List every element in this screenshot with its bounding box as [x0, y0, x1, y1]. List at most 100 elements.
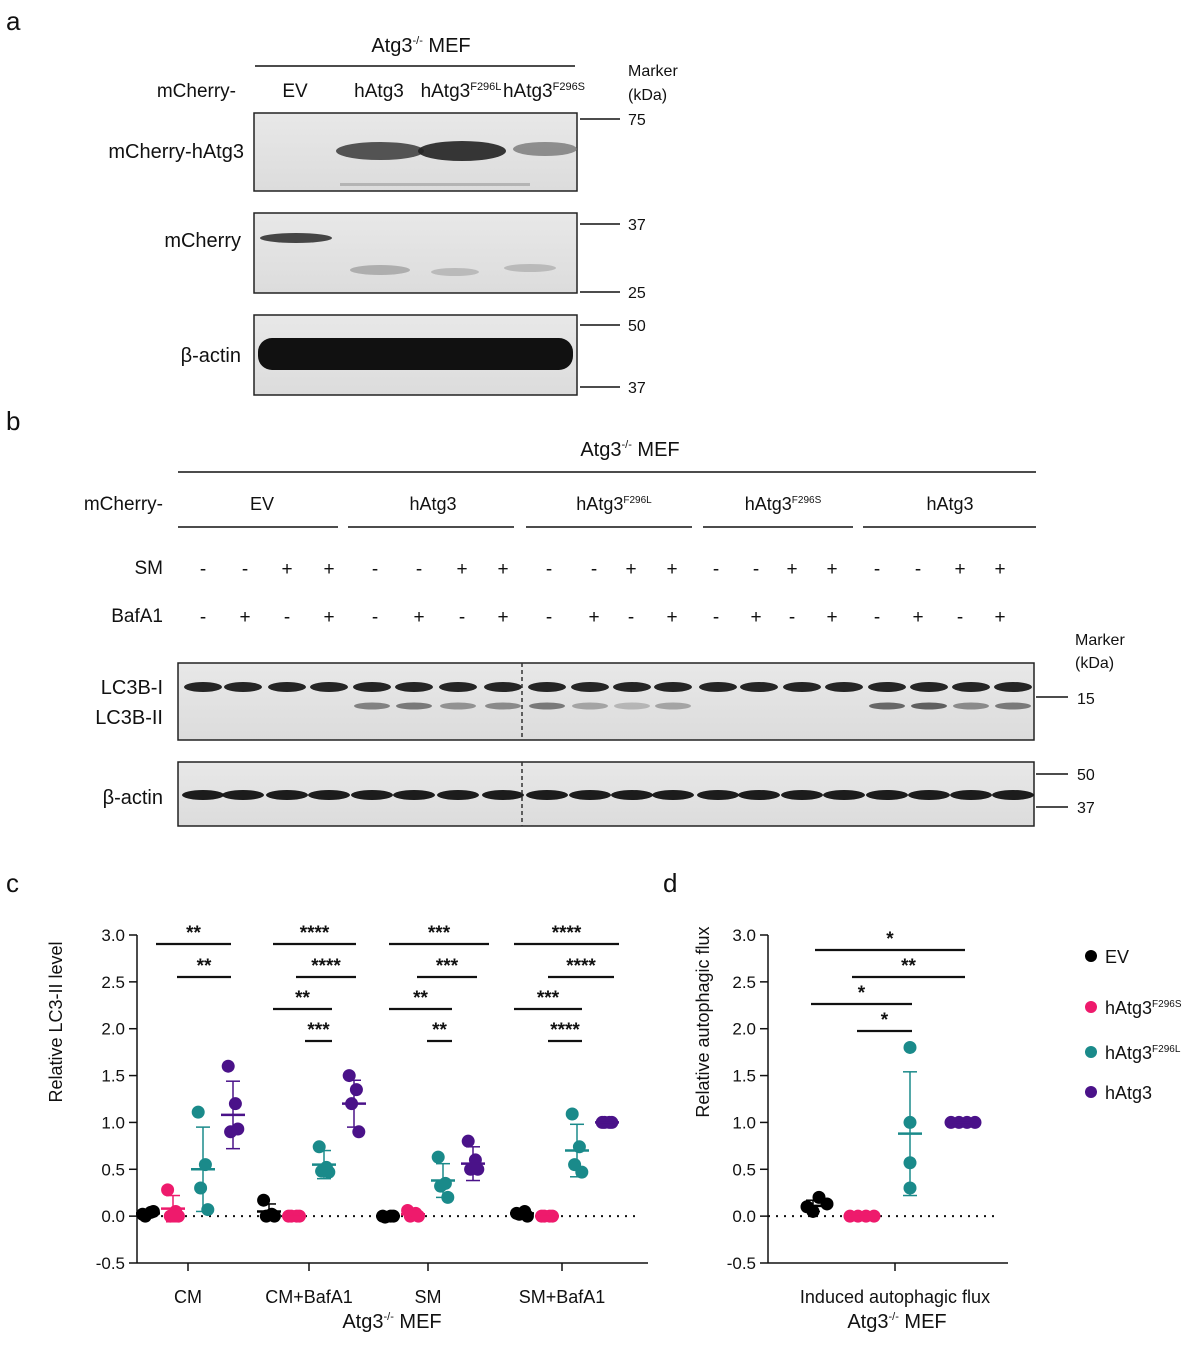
- bafa1-sign: +: [826, 607, 837, 628]
- significance-label: ****: [311, 956, 341, 977]
- legend-label: hAtg3: [1105, 1083, 1152, 1103]
- data-point: [201, 1203, 215, 1217]
- band: [504, 264, 556, 272]
- band: [911, 702, 947, 710]
- band: [336, 142, 424, 160]
- band: [354, 702, 390, 710]
- band: [950, 790, 992, 800]
- sm-sign: -: [874, 559, 880, 580]
- panel-a-western-blot: Atg3-/- MEF mCherry- EV hAtg3 hAtg3F296L hA…: [108, 35, 678, 397]
- y-tick-label: 2.5: [101, 973, 125, 992]
- data-point: [411, 1209, 425, 1223]
- lane-label: hAtg3F296S: [503, 81, 585, 102]
- blot-label-beta-actin: β-actin: [181, 345, 241, 367]
- band: [571, 682, 609, 692]
- data-point: [434, 1179, 448, 1193]
- data-point: [471, 1162, 485, 1176]
- bafa1-sign: -: [200, 607, 206, 628]
- bafa1-sign: +: [323, 607, 334, 628]
- significance-label: ****: [300, 923, 330, 944]
- significance-label: ****: [550, 1020, 580, 1041]
- significance-label: ***: [428, 923, 451, 944]
- panel-d-data: [800, 1040, 982, 1223]
- y-tick-label: 0.5: [101, 1160, 125, 1179]
- band: [258, 338, 573, 370]
- significance-label: **: [295, 988, 310, 1009]
- panel-d-axes: 3.0 2.5 2.0 1.5 1.0 0.5 0.0 -0.5 Induced autopha…: [727, 926, 1008, 1307]
- y-tick-label: 2.0: [101, 1020, 125, 1039]
- sm-sign: -: [200, 559, 206, 580]
- panel-a-cell-line: Atg3-/- MEF: [371, 35, 470, 57]
- group-label: EV: [250, 494, 274, 514]
- data-point: [575, 1165, 589, 1179]
- panel-c-xlabel: Atg3-/- MEF: [342, 1311, 441, 1333]
- band: [439, 682, 477, 692]
- band: [308, 790, 350, 800]
- band: [697, 790, 739, 800]
- sm-sign: +: [281, 559, 292, 580]
- significance-label: ***: [307, 1020, 330, 1041]
- band: [613, 682, 651, 692]
- panel-a-prefix: mCherry-: [157, 81, 236, 102]
- data-point: [171, 1209, 185, 1223]
- significance-label: *: [858, 983, 866, 1004]
- data-point: [461, 1134, 475, 1148]
- significance-label: **: [413, 988, 428, 1009]
- panel-b-sm-label: SM: [135, 558, 164, 579]
- band: [482, 790, 524, 800]
- band: [740, 682, 778, 692]
- bafa1-sign: +: [239, 607, 250, 628]
- panel-b-treatment-signs: - - - + + - + + - - - + + - + + - - - + + - + + - - - + + - + + - - - + + - + +: [200, 559, 1006, 628]
- sm-sign: +: [666, 559, 677, 580]
- marker-75: 75: [628, 112, 646, 129]
- panel-b-bafa1-label: BafA1: [111, 606, 163, 627]
- bafa1-sign: -: [874, 607, 880, 628]
- band: [908, 790, 950, 800]
- data-point: [820, 1197, 834, 1211]
- band: [393, 790, 435, 800]
- panel-b-group-labels: EV hAtg3 hAtg3F296L hAtg3F296S hAtg3: [178, 494, 1036, 528]
- data-point: [191, 1105, 205, 1119]
- sm-sign: -: [591, 559, 597, 580]
- lane-label: hAtg3: [354, 81, 404, 102]
- sm-sign: -: [546, 559, 552, 580]
- panel-c-chart: Relative LC3-II level 3.0 2.5 2.0 1.5 1.0 0.5…: [46, 923, 648, 1333]
- band: [396, 702, 432, 710]
- y-tick-label: -0.5: [727, 1254, 756, 1273]
- marker-50: 50: [628, 318, 646, 335]
- data-point: [903, 1040, 917, 1054]
- y-tick-label: 1.0: [101, 1113, 125, 1132]
- band: [184, 682, 222, 692]
- group-label: hAtg3F296S: [745, 494, 822, 514]
- band: [350, 265, 410, 275]
- band: [260, 233, 332, 243]
- y-tick-label: 2.5: [732, 973, 756, 992]
- sm-sign: -: [372, 559, 378, 580]
- sm-sign: +: [954, 559, 965, 580]
- band: [953, 702, 989, 710]
- bafa1-sign: +: [912, 607, 923, 628]
- lc3b-i-label: LC3B-I: [101, 677, 163, 699]
- band: [268, 682, 306, 692]
- band: [654, 682, 692, 692]
- legend-label: EV: [1105, 947, 1129, 967]
- band: [437, 790, 479, 800]
- sm-sign: -: [416, 559, 422, 580]
- legend-marker: [1085, 950, 1097, 962]
- x-tick-label: Induced autophagic flux: [800, 1287, 990, 1307]
- band: [952, 682, 990, 692]
- panel-c-ylabel: Relative LC3-II level: [46, 941, 66, 1102]
- data-point: [349, 1083, 363, 1097]
- blot-label-mcherry-hatg3: mCherry-hAtg3: [108, 141, 244, 163]
- band: [655, 702, 691, 710]
- blot-label-mcherry: mCherry: [164, 230, 241, 252]
- sm-sign: +: [323, 559, 334, 580]
- lane-label: EV: [282, 81, 308, 102]
- data-point: [322, 1165, 336, 1179]
- band: [418, 141, 506, 161]
- y-tick-label: 0.0: [101, 1207, 125, 1226]
- sm-sign: +: [786, 559, 797, 580]
- panel-a-marker-title: Marker: [628, 63, 678, 80]
- lc3b-bands: [184, 682, 1032, 710]
